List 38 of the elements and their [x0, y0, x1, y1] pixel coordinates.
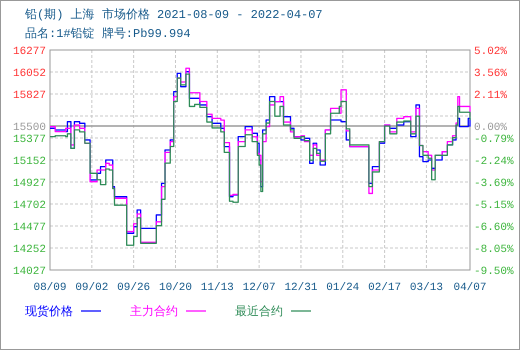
legend-label: 主力合约: [130, 304, 178, 319]
x-tick-label: 12/07: [242, 282, 276, 294]
y2-tick-label: 3.56%: [474, 68, 508, 80]
y-tick-label: 16052: [12, 68, 46, 80]
chart-title: 铅(期) 上海 市场价格 2021-08-09 - 2022-04-07: [24, 7, 323, 22]
x-tick-label: 11/13: [200, 282, 234, 294]
y-tick-label: 15377: [12, 134, 46, 146]
y-tick-label: 15152: [12, 156, 46, 168]
x-tick-label: 04/07: [453, 282, 487, 294]
legend-label: 最近合约: [235, 305, 283, 319]
y-tick-label: 14027: [12, 266, 46, 278]
chart-subtitle: 品名:1#铅锭 牌号:Pb99.994: [25, 27, 191, 41]
x-tick-label: 03/13: [410, 282, 443, 294]
legend-label: 现货价格: [25, 305, 73, 319]
y2-tick-label: -3.69%: [474, 178, 514, 190]
y2-tick-label: 2.11%: [474, 90, 508, 102]
y-tick-label: 15827: [12, 90, 46, 102]
y2-tick-label: -6.60%: [474, 222, 514, 234]
y-tick-label: 16277: [12, 46, 46, 58]
x-tick-label: 09/26: [117, 282, 150, 294]
y-tick-label: 14477: [12, 222, 46, 234]
y-tick-label: 14252: [12, 244, 46, 256]
x-tick-label: 10/20: [158, 282, 192, 294]
y2-tick-label: -0.79%: [474, 134, 514, 146]
x-tick-label: 08/09: [33, 282, 67, 294]
x-tick-label: 02/17: [368, 282, 402, 294]
x-tick-label: 01/24: [326, 282, 360, 294]
x-tick-label: 09/02: [75, 282, 108, 294]
y2-tick-label: 5.02%: [474, 46, 508, 58]
y2-tick-label: -5.15%: [474, 200, 514, 212]
y2-tick-label: -9.50%: [474, 266, 514, 278]
y2-tick-label: 0.00%: [474, 122, 508, 134]
y2-tick-label: -8.05%: [474, 244, 514, 256]
y-tick-label: 15500: [12, 122, 46, 134]
x-tick-label: 12/31: [284, 282, 318, 294]
y-tick-label: 14927: [12, 178, 46, 190]
y-tick-label: 14702: [12, 200, 46, 212]
y2-tick-label: -2.24%: [474, 156, 514, 168]
